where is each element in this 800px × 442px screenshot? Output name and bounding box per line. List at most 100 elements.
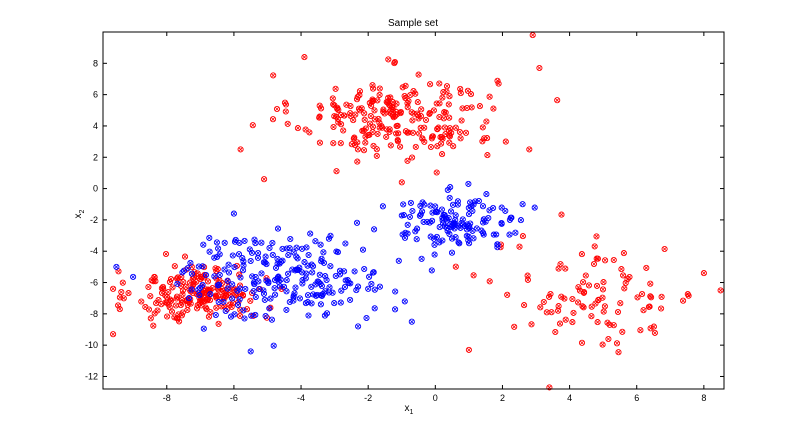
- blue-data-point: [283, 288, 290, 295]
- red-data-point: [180, 278, 187, 286]
- blue-data-point: [294, 255, 301, 262]
- blue-data-point: [428, 267, 435, 274]
- red-data-point: [640, 307, 647, 314]
- red-data-point: [479, 138, 486, 145]
- red-data-point: [479, 124, 486, 131]
- red-data-point: [599, 286, 607, 293]
- red-data-point: [427, 81, 434, 88]
- x-tick-label: -2: [364, 393, 372, 403]
- red-data-point: [341, 112, 348, 119]
- red-data-point: [562, 316, 569, 323]
- red-data-point: [646, 303, 653, 310]
- red-data-point: [376, 91, 383, 98]
- blue-data-point: [292, 284, 299, 291]
- red-data-point: [524, 272, 531, 279]
- red-data-point: [215, 320, 222, 327]
- red-data-point: [166, 304, 173, 311]
- red-data-point: [555, 265, 562, 272]
- blue-data-point: [333, 248, 340, 255]
- red-data-point: [302, 126, 309, 133]
- red-data-point: [193, 278, 200, 285]
- blue-data-point: [185, 295, 193, 302]
- red-data-point: [600, 279, 607, 286]
- red-data-point: [329, 95, 336, 102]
- blue-data-point: [308, 300, 315, 307]
- blue-data-point: [293, 244, 300, 251]
- red-data-point: [350, 117, 357, 124]
- red-data-point: [610, 322, 617, 329]
- y-tick-label: -6: [90, 278, 98, 288]
- red-data-point: [569, 295, 576, 303]
- red-data-point: [237, 146, 244, 153]
- red-data-point: [483, 118, 490, 125]
- blue-data-point: [320, 259, 328, 266]
- blue-data-point: [215, 281, 223, 288]
- blue-data-point: [467, 199, 474, 206]
- blue-data-point: [271, 285, 278, 292]
- red-data-point: [457, 90, 464, 97]
- red-data-point: [450, 143, 457, 150]
- blue-data-point: [498, 220, 505, 227]
- red-data-point: [110, 331, 117, 338]
- red-data-point: [402, 82, 409, 89]
- blue-data-point: [452, 216, 459, 224]
- blue-data-point: [272, 291, 279, 298]
- red-data-point: [178, 312, 185, 319]
- blue-data-point: [174, 280, 181, 287]
- red-data-point: [457, 135, 464, 142]
- blue-data-point: [457, 224, 464, 231]
- red-data-point: [222, 290, 229, 297]
- red-data-point: [198, 302, 205, 309]
- red-data-point: [282, 108, 289, 115]
- blue-data-point: [317, 292, 324, 299]
- blue-data-point: [234, 301, 242, 308]
- red-data-point: [340, 127, 347, 134]
- blue-data-point: [406, 213, 413, 220]
- red-data-point: [354, 158, 361, 165]
- red-data-point: [620, 272, 627, 279]
- blue-data-point: [351, 268, 358, 275]
- red-data-point: [167, 297, 175, 304]
- blue-data-point: [251, 281, 258, 288]
- blue-data-point: [313, 292, 320, 299]
- red-data-point: [588, 303, 595, 310]
- red-data-point: [394, 138, 401, 145]
- blue-data-point: [448, 249, 456, 256]
- red-data-point: [459, 105, 466, 112]
- blue-data-point: [338, 287, 345, 294]
- y-axis-label-text: x: [73, 213, 84, 218]
- blue-data-point: [246, 246, 253, 253]
- blue-data-point: [231, 264, 238, 271]
- red-data-point: [236, 312, 244, 319]
- red-data-point: [558, 211, 565, 218]
- blue-data-point: [436, 239, 443, 246]
- blue-data-point: [325, 235, 332, 242]
- blue-data-point: [261, 296, 268, 303]
- red-data-point: [606, 321, 613, 328]
- red-data-point: [181, 253, 189, 260]
- red-data-point: [162, 250, 170, 258]
- blue-data-point: [494, 241, 501, 248]
- red-data-point: [398, 179, 405, 186]
- red-data-point: [594, 319, 601, 326]
- red-data-point: [171, 263, 178, 270]
- red-data-point: [173, 293, 181, 300]
- red-data-point: [470, 272, 477, 279]
- red-data-point: [347, 110, 354, 117]
- red-data-point: [385, 98, 392, 105]
- blue-data-point: [326, 284, 333, 291]
- red-data-point: [269, 116, 277, 123]
- blue-data-point: [240, 307, 247, 314]
- y-tick-label: -4: [90, 246, 98, 256]
- blue-data-point: [269, 251, 276, 258]
- red-data-point: [138, 298, 145, 305]
- blue-data-point: [455, 239, 462, 246]
- red-data-point: [356, 92, 363, 99]
- red-data-point: [370, 142, 377, 149]
- blue-data-point: [370, 269, 377, 276]
- red-data-point: [354, 146, 361, 153]
- red-data-point: [332, 85, 339, 92]
- blue-data-point: [439, 237, 446, 244]
- red-data-point: [582, 272, 589, 279]
- red-data-point: [580, 304, 587, 311]
